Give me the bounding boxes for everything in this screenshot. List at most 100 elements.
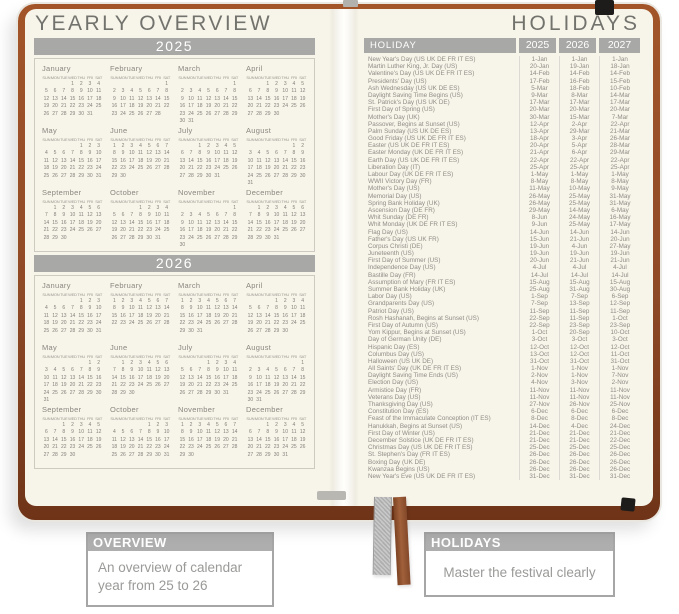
weekday-label: SAT (95, 75, 103, 80)
day-cell: 25 (129, 110, 135, 117)
day-cell: 26 (137, 110, 144, 117)
day-cell: 4 (79, 205, 83, 211)
day-cell: 19 (111, 227, 118, 234)
weekday-label: SAT (231, 416, 239, 421)
day-cell: 7 (292, 367, 296, 374)
holiday-row: Whit Sunday (DE FR) 8-Jun 24-May 16-May (364, 214, 640, 222)
day-grid: 1 2 3 4 5 6 7 8 9 10 11 12 13 14 15 16 17 18 19 20 21 22 23 24 2… (42, 81, 103, 118)
weekday-header-row: SUN MON TUE WED THU FRI SAT (42, 292, 103, 297)
day-cell: 6 (224, 422, 228, 428)
holiday-date: 31-Dec (519, 472, 559, 481)
weekday-label: WED (204, 75, 213, 80)
weekday-header-row: SUN MON TUE WED THU FRI SAT (178, 199, 239, 204)
holiday-date: 21-Jun (559, 257, 599, 265)
holiday-name: Boxing Day (UK DE) (368, 458, 426, 466)
day-cell: 12 (52, 157, 58, 164)
day-cell: 11 (197, 219, 203, 226)
holiday-name: Summer Bank Holiday (UK) (368, 286, 446, 293)
holiday-date: 4-Jul (599, 264, 640, 272)
weekday-label: FRI (87, 292, 93, 297)
day-cell: 5 (180, 367, 184, 374)
day-cell: 4 (207, 422, 210, 428)
holiday-row: Hanukkah, Begins at Sunset (US) 14-Dec 4-D… (364, 422, 640, 430)
day-grid: 1 2 3 4 5 6 7 8 9 10 11 12 13 14 15 16 17 18 19 20 21 22 23 24 2… (246, 143, 307, 187)
day-cell: 18 (163, 219, 170, 226)
day-cell: 6 (215, 88, 219, 95)
day-cell: 17 (273, 219, 280, 226)
day-cell: 12 (231, 150, 238, 157)
month-name: October (110, 405, 139, 414)
weekday-label: MON (50, 137, 60, 142)
day-cell: 4 (97, 81, 101, 87)
day-grid: 1 2 3 4 5 6 7 8 9 10 11 12 13 14 15 16 17 18 19 20 21 22 23 24 2… (42, 205, 103, 242)
day-cell: 4 (139, 298, 142, 304)
day-cell: 19 (265, 165, 271, 172)
holiday-date: 14-Jul (599, 271, 640, 279)
holiday-date: 20-Apr (519, 142, 559, 150)
day-cell: 22 (163, 103, 170, 110)
day-cell: 1 (147, 422, 151, 428)
holiday-date: 12-Sep (599, 300, 640, 308)
holiday-date: 3-Apr (559, 135, 599, 143)
day-cell: 8 (233, 88, 237, 95)
day-cell: 28 (69, 172, 76, 179)
day-cell: 1 (207, 360, 210, 366)
holiday-date: 12-Oct (599, 343, 640, 351)
mini-calendar: May SUN MON TUE WED THU FRI SAT 1 2 3 4 5 6 7 8 9 10 11 12 1… (42, 343, 103, 405)
day-cell: 1 (292, 143, 296, 149)
day-cell: 25 (223, 165, 229, 172)
holiday-date: 20-Mar (599, 106, 640, 114)
weekday-label: TUE (264, 199, 272, 204)
day-cell: 12 (95, 429, 102, 436)
empty-day-cell (136, 422, 145, 429)
day-cell: 8 (207, 367, 210, 374)
holiday-name: Independence Day (US) (368, 264, 436, 272)
weekday-label: TUE (196, 292, 204, 297)
overview-callout-title: OVERVIEW (88, 534, 272, 551)
left-page-title: YEARLY OVERVIEW (35, 12, 273, 35)
day-cell: 23 (87, 165, 93, 172)
day-cell: 14 (61, 95, 67, 102)
day-cell: 7 (53, 429, 57, 436)
day-cell: 12 (299, 429, 306, 436)
day-cell: 10 (223, 367, 229, 374)
day-cell: 14 (111, 374, 118, 381)
holiday-date: 30-Aug (599, 286, 640, 294)
weekday-label: SUN (42, 137, 51, 142)
day-cell: 19 (291, 219, 297, 226)
day-cell: 3 (198, 298, 202, 304)
holiday-name: Whit Monday (UK DE FR IT ES) (368, 221, 458, 229)
planner-book: YEARLY OVERVIEW 2025 January SUN MON TUE WED T… (18, 4, 660, 520)
weekday-label: TUE (196, 354, 204, 359)
day-cell: 26 (155, 382, 161, 389)
day-cell: 24 (87, 103, 93, 110)
day-cell: 7 (233, 422, 237, 428)
day-cell: 26 (247, 327, 254, 334)
day-cell: 25 (282, 227, 288, 234)
day-cell: 4 (283, 205, 287, 211)
day-cell: 29 (299, 389, 306, 396)
weekday-label: WED (272, 416, 281, 421)
holiday-date: 20-Sep (559, 329, 599, 337)
weekday-label: THU (213, 416, 222, 421)
day-cell: 2 (97, 360, 101, 366)
day-cell: 8 (147, 429, 151, 436)
holiday-date: 21-Dec (559, 429, 599, 437)
day-cell: 27 (214, 110, 220, 117)
holiday-row: Spring Bank Holiday (UK) 26-May 25-May 31-M… (364, 199, 640, 207)
day-cell: 25 (291, 103, 297, 110)
empty-day-cell (127, 205, 136, 212)
day-grid: 1 2 3 4 5 6 7 8 9 10 11 12 13 14 15 16 17 18 19 20 21 22 23 24 2… (178, 298, 239, 335)
holiday-date: 21-Mar (599, 127, 640, 136)
holiday-date: 11-Sep (519, 307, 559, 315)
day-grid: 1 2 3 4 5 6 7 8 9 10 11 12 13 14 15 16 17 18 19 20 21 22 23 24 2… (178, 360, 239, 397)
holiday-date: 15-Feb (599, 77, 640, 85)
holiday-date: 1-May (519, 171, 559, 179)
holiday-date: 31-Aug (559, 286, 599, 294)
day-cell: 23 (214, 382, 220, 389)
empty-day-cell (187, 81, 196, 88)
day-cell: 12 (52, 312, 58, 319)
holiday-date: 11-Sep (559, 314, 599, 322)
day-cell: 18 (197, 227, 203, 234)
holiday-row: Liberation Day (IT) 25-Apr 25-Apr 25-Apr (364, 163, 640, 171)
